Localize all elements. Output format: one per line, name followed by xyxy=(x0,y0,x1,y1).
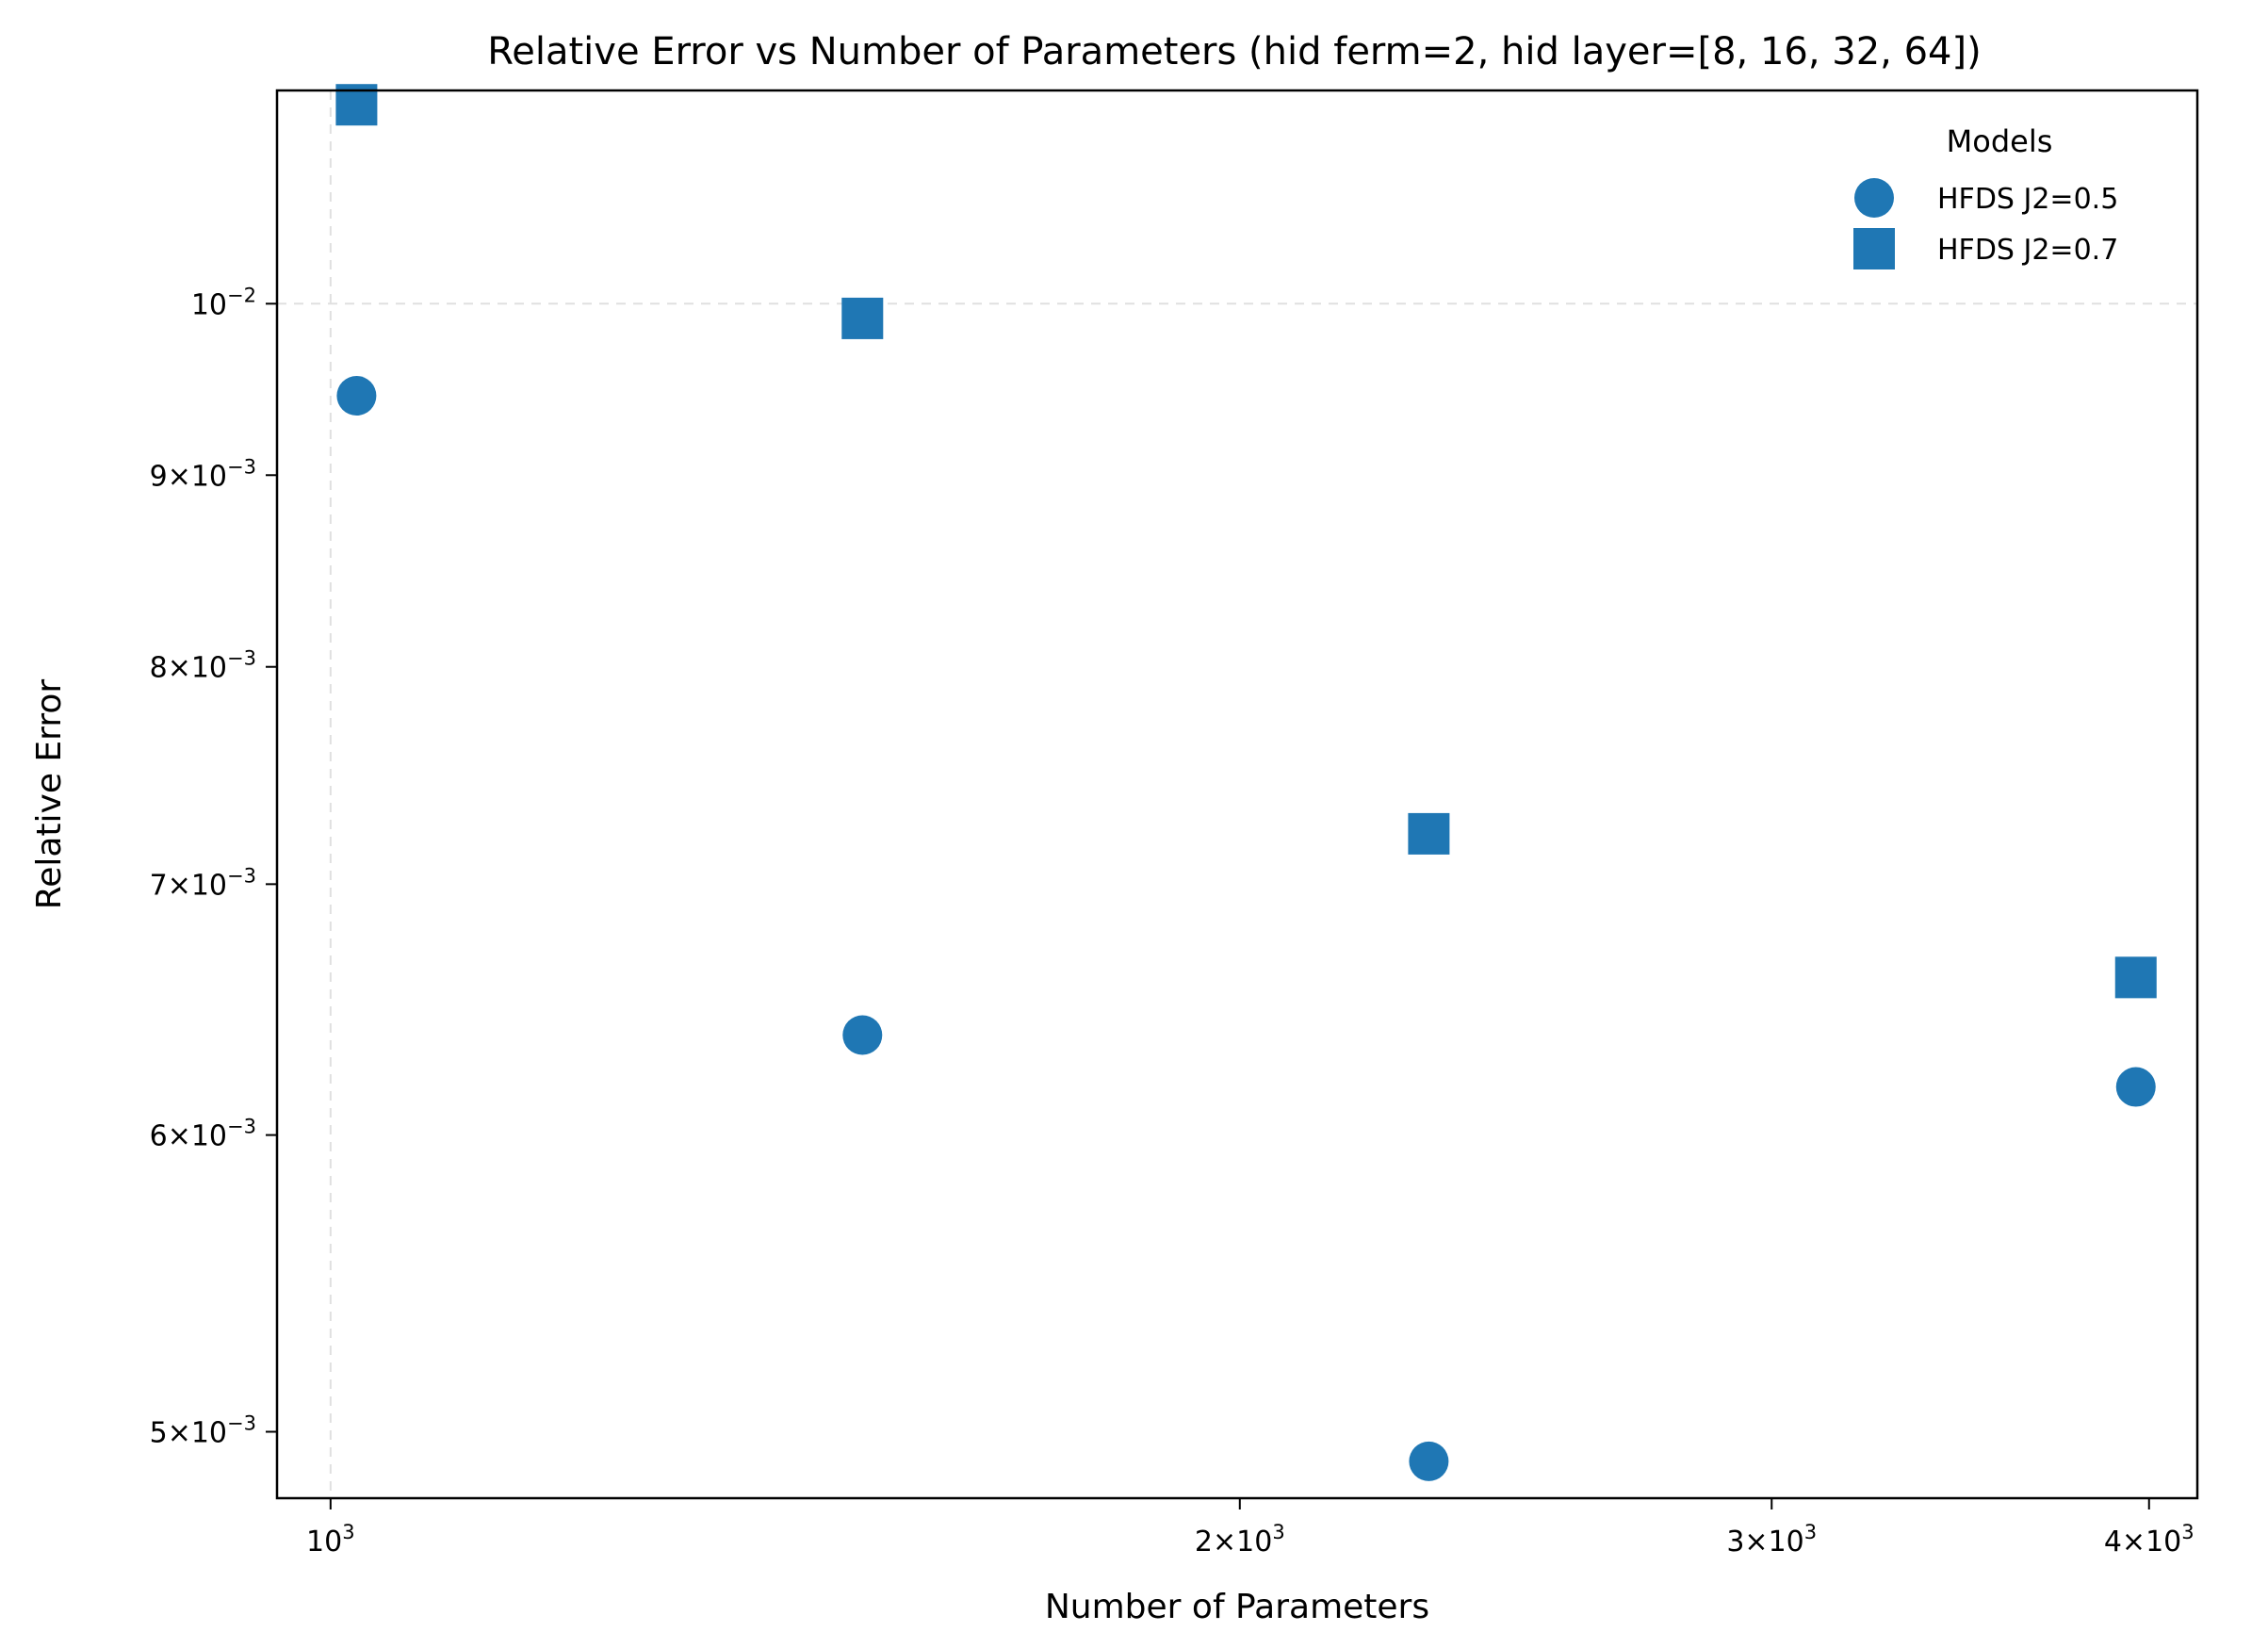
data-point-circle xyxy=(842,1015,883,1055)
data-point-circle xyxy=(2115,1067,2156,1107)
legend-label: HFDS J2=0.7 xyxy=(1937,234,2118,267)
data-point-circle xyxy=(1409,1441,1449,1481)
y-tick-label: 9×10−3 xyxy=(150,455,256,493)
y-axis-label: Relative Error xyxy=(30,679,69,910)
y-tick-label: 5×10−3 xyxy=(150,1411,256,1449)
y-tick-label: 6×10−3 xyxy=(150,1116,256,1153)
legend-items: HFDS J2=0.5 HFDS J2=0.7 xyxy=(1853,178,2118,269)
chart-title: Relative Error vs Number of Parameters (… xyxy=(487,30,1981,73)
data-point-square xyxy=(2114,956,2157,999)
y-axis-ticks: 5×10−3 6×10−3 7×10−3 8×10−3 9×10−3 10−2 xyxy=(150,284,277,1449)
legend-marker-square xyxy=(1853,228,1895,269)
data-point-square xyxy=(841,297,884,339)
legend-title: Models xyxy=(1947,123,2053,159)
x-axis-label: Number of Parameters xyxy=(1045,1588,1429,1626)
y-tick-label: 8×10−3 xyxy=(150,647,256,685)
legend-label: HFDS J2=0.5 xyxy=(1937,183,2118,216)
data-points xyxy=(335,84,2157,1481)
plot-frame xyxy=(275,89,2199,1500)
y-tick-label: 7×10−3 xyxy=(150,864,256,902)
data-point-circle xyxy=(336,376,377,416)
data-point-square xyxy=(1408,812,1450,855)
x-axis-ticks: 103 2×103 3×103 4×103 xyxy=(306,1498,2195,1558)
grid-lines xyxy=(277,90,2197,1498)
y-tick-label: 10−2 xyxy=(191,284,256,321)
x-tick-label: 3×103 xyxy=(1726,1521,1817,1558)
x-tick-label: 2×103 xyxy=(1195,1521,1285,1558)
x-tick-label: 103 xyxy=(306,1521,355,1558)
legend-marker-circle xyxy=(1854,178,1894,218)
legend: Models HFDS J2=0.5 HFDS J2=0.7 xyxy=(1853,123,2118,269)
x-tick-label: 4×103 xyxy=(2104,1521,2195,1558)
